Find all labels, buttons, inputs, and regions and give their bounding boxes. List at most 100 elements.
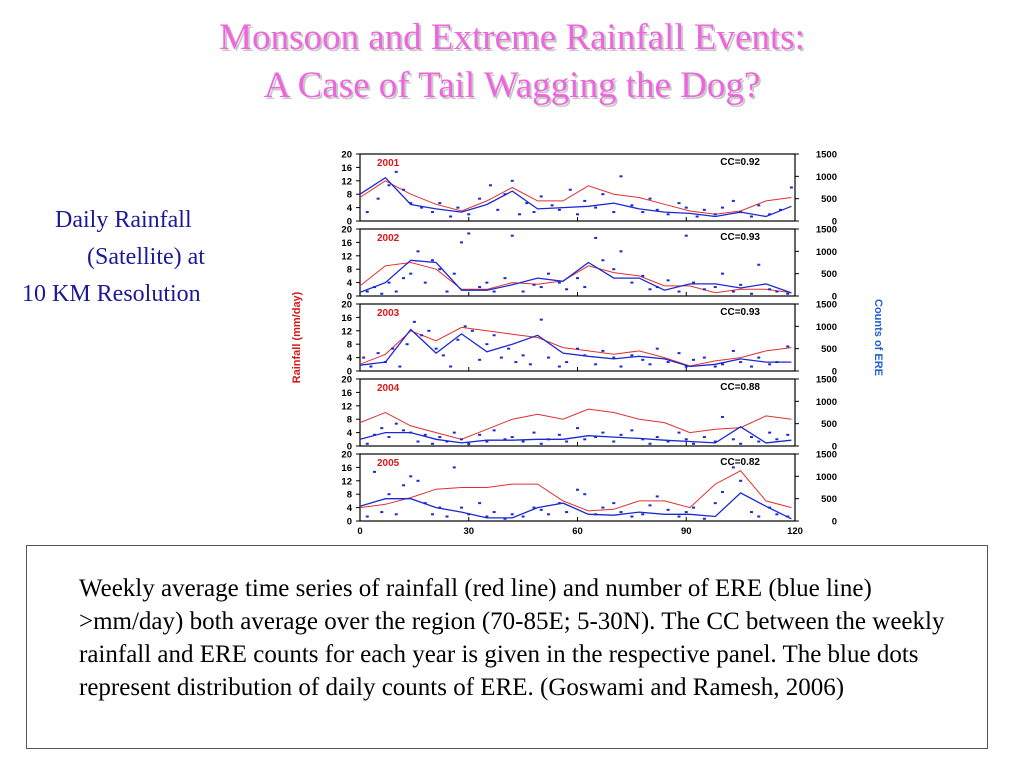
ere-dot (601, 259, 605, 262)
y-right-tick-label: 1000 (816, 172, 837, 183)
ere-dot (601, 431, 605, 434)
ere-dot (456, 338, 460, 341)
slide-title-line-1: Monsoon and Extreme Rainfall Events: (219, 17, 805, 58)
ere-dot (423, 502, 427, 505)
y-left-tick-label: 4 (347, 278, 353, 289)
ere-dot (445, 515, 449, 518)
ere-dot (692, 442, 695, 445)
y-left-tick-label: 0 (347, 217, 352, 228)
ere-dot (431, 259, 434, 262)
ere-dot (739, 479, 743, 482)
slide-title-line-2: A Case of Tail Wagging the Dog? (263, 65, 761, 106)
ere-dot (492, 511, 496, 514)
y-right-tick-label: 0 (832, 292, 837, 303)
ere-line-2004 (359, 426, 792, 444)
ere-dot (702, 208, 706, 211)
ere-dot (684, 511, 688, 514)
panel-2004: 0 4 8 12 16 20 0 500 1000 1500 2004 CC=0.88 (341, 375, 837, 453)
ere-dot (431, 211, 434, 214)
ere-dot (612, 211, 616, 214)
slide-title: Monsoon and Extreme Rainfall Events: A C… (0, 14, 1024, 110)
y-right-tick-label: 0 (832, 217, 837, 228)
ere-dot (594, 363, 598, 366)
ere-dot (547, 513, 550, 516)
ere-dot (445, 440, 449, 443)
ere-dot (648, 197, 652, 200)
ere-dot (786, 345, 790, 348)
year-label-2001: 2001 (377, 158, 400, 169)
y-right-tick-label: 500 (821, 269, 837, 280)
y-right-tick-label: 1000 (816, 322, 837, 333)
ere-dot (492, 290, 496, 293)
y-left-tick-label: 12 (341, 401, 352, 412)
ere-dot (666, 279, 670, 282)
panel-2005: 0 4 8 12 16 20 0 500 1000 1500 2005 CC=0.82 (341, 450, 837, 528)
ere-dot (532, 211, 536, 214)
ere-dot (655, 347, 659, 350)
ere-dot (532, 283, 536, 286)
ere-dot (576, 213, 579, 216)
ere-dot (521, 354, 525, 357)
caption-text: Weekly average time series of rainfall (… (79, 575, 945, 701)
ere-dot (452, 466, 456, 469)
ere-dot (768, 213, 772, 216)
ere-dot (528, 363, 532, 366)
ere-dot (478, 502, 482, 505)
ere-dot (478, 358, 482, 361)
y-left-tick-label: 20 (341, 300, 352, 311)
ere-dot (721, 272, 724, 275)
ere-dot (565, 440, 569, 443)
ere-dot (438, 506, 442, 509)
ere-dot (489, 184, 492, 187)
cc-label-2004: CC=0.88 (720, 382, 760, 393)
ere-dot (420, 206, 424, 209)
ere-dot (666, 361, 670, 364)
ere-dot (409, 272, 413, 275)
ere-dot (677, 431, 681, 434)
ere-dot (721, 415, 724, 418)
ere-dot (463, 325, 467, 328)
ere-dot (365, 290, 369, 293)
ere-dot (380, 292, 384, 295)
rainfall-line-2001 (359, 180, 792, 215)
ere-dot (547, 272, 550, 275)
ere-dot (677, 352, 681, 355)
y-right-tick-label: 1500 (816, 375, 837, 386)
y-right-tick-label: 0 (832, 442, 837, 453)
ere-dot (394, 170, 398, 173)
ere-dot (420, 334, 424, 337)
ere-dot (510, 513, 514, 516)
ere-dot (532, 506, 536, 509)
ere-dot (648, 363, 652, 366)
ere-dot (568, 188, 572, 191)
ere-dot (786, 515, 790, 518)
ere-dot (383, 361, 387, 364)
ere-dot (521, 290, 525, 293)
ere-dot (731, 290, 735, 293)
y-right-tick-label: 500 (821, 419, 837, 430)
ere-dot (391, 347, 395, 350)
ere-dot (757, 515, 761, 518)
ere-dot (478, 197, 482, 200)
y-left-tick-label: 8 (347, 490, 352, 501)
ere-line-2003 (359, 328, 792, 368)
ere-dot (557, 365, 561, 368)
year-label-2005: 2005 (377, 458, 400, 469)
ere-dot (492, 429, 496, 432)
ere-dot (539, 442, 543, 445)
ere-dot (641, 358, 645, 361)
ere-dot (684, 234, 688, 237)
ere-dot (402, 484, 405, 487)
ere-dot (470, 329, 474, 332)
ere-dot (648, 442, 652, 445)
ere-dot (576, 347, 579, 350)
ere-dot (507, 347, 511, 350)
ere-dot (702, 517, 706, 520)
ere-dot (460, 241, 463, 244)
ere-dot (467, 513, 471, 516)
x-tick-label: 30 (463, 526, 474, 537)
ere-dot (478, 433, 482, 436)
ere-dot (786, 292, 790, 295)
ere-dot (510, 234, 514, 237)
ere-dot (666, 213, 670, 216)
